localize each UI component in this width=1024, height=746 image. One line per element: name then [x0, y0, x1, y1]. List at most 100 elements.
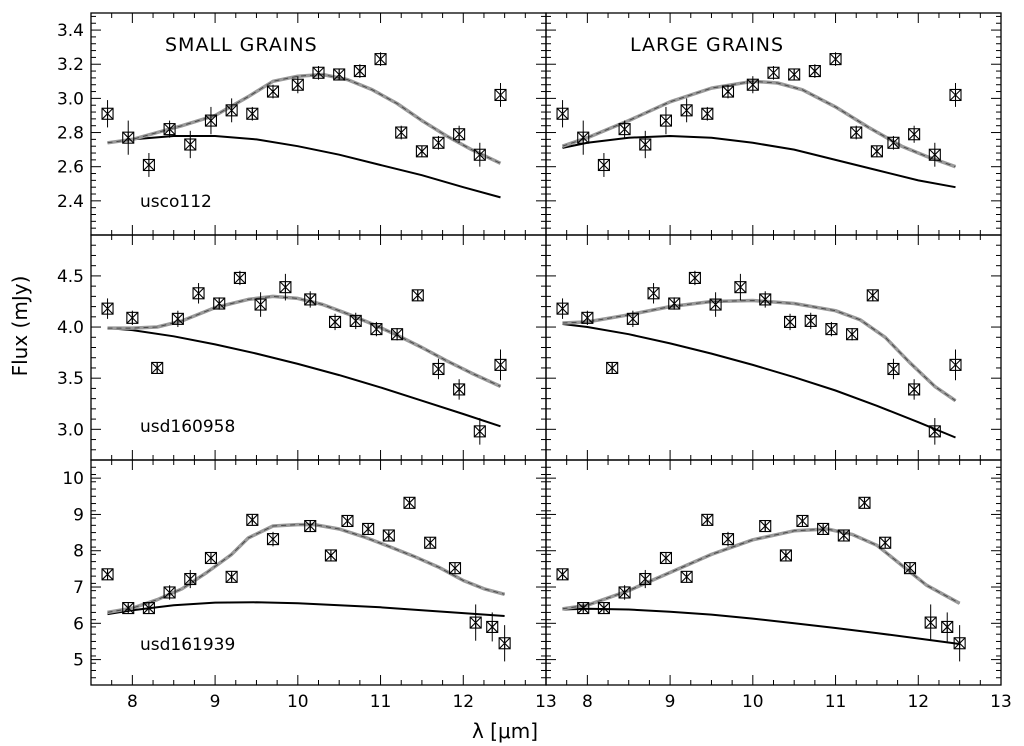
data-point — [101, 298, 114, 319]
data-point — [254, 292, 267, 317]
data-point — [928, 142, 941, 167]
data-point — [333, 68, 346, 81]
data-point — [171, 310, 184, 328]
data-point — [908, 125, 921, 143]
data-point — [349, 312, 362, 330]
data-point — [163, 585, 176, 600]
data-point — [659, 106, 673, 135]
data-point — [473, 142, 486, 167]
data-point — [577, 120, 590, 155]
y-tick-label: 2.8 — [57, 124, 84, 144]
data-point — [411, 289, 424, 302]
data-point — [680, 98, 693, 123]
data-point — [142, 153, 155, 177]
model-line-dashed — [562, 80, 956, 168]
y-tick-label: 2.4 — [57, 192, 84, 212]
data-point — [858, 496, 871, 509]
model-line-dashed — [107, 295, 501, 387]
data-point — [626, 310, 639, 328]
data-point — [850, 125, 863, 140]
data-point — [597, 602, 610, 615]
data-point — [304, 291, 317, 308]
model-line — [107, 294, 502, 388]
data-point — [928, 418, 941, 445]
data-point — [783, 313, 797, 331]
data-point — [759, 291, 772, 308]
y-tick-label: 2.6 — [57, 158, 84, 178]
data-point — [734, 273, 747, 301]
data-point — [370, 321, 383, 337]
data-point — [701, 513, 714, 526]
data-point — [151, 361, 164, 375]
data-point — [163, 120, 176, 138]
panel-title: LARGE GRAINS — [630, 34, 784, 56]
y-tick-label: 4.5 — [57, 267, 84, 287]
panel-2: LARGE GRAINS — [545, 12, 1002, 236]
data-point — [759, 519, 772, 533]
data-point — [341, 514, 354, 528]
data-point — [577, 602, 590, 615]
model-line — [562, 527, 961, 611]
data-point — [432, 358, 445, 380]
panel-title: SMALL GRAINS — [165, 34, 318, 56]
data-point — [680, 570, 693, 583]
continuum-line — [562, 607, 960, 645]
data-point — [424, 536, 437, 549]
data-point — [291, 76, 304, 94]
data-point — [903, 562, 917, 575]
x-tick-label: 10 — [742, 692, 764, 712]
data-point — [312, 65, 325, 80]
data-point — [618, 585, 631, 600]
data-point — [808, 64, 821, 78]
continuum-line — [562, 323, 956, 439]
data-point — [328, 313, 342, 331]
data-point — [448, 562, 462, 575]
panel-1: 2.4 2.6 2.8 3.0 3.2 3.4 SMALL GRAINS usco112 — [57, 12, 547, 236]
data-point — [101, 100, 114, 128]
object-label: usco112 — [140, 192, 212, 212]
x-tick-label: 12 — [452, 692, 474, 712]
data-point — [391, 328, 404, 341]
panel-4 — [545, 234, 1002, 461]
data-point — [246, 513, 259, 526]
x-tick-label: 9 — [210, 692, 221, 712]
x-axis-title: λ [μm] — [472, 719, 538, 743]
data-point — [688, 270, 701, 286]
data-point — [949, 349, 962, 381]
data-point — [924, 604, 937, 641]
data-point — [126, 310, 139, 325]
data-point — [639, 130, 652, 159]
x-tick-label: 10 — [287, 692, 309, 712]
data-point — [415, 145, 428, 158]
x-tick-label: 8 — [582, 692, 593, 712]
data-point — [829, 52, 842, 66]
data-point — [432, 135, 445, 150]
data-point — [606, 361, 619, 375]
model-line-dashed — [107, 73, 501, 164]
continuum-line — [107, 135, 501, 199]
data-point — [709, 292, 722, 317]
model-line — [562, 298, 957, 403]
y-tick-label: 3.0 — [57, 89, 84, 109]
data-point — [279, 273, 292, 301]
data-point — [213, 297, 226, 310]
y-axis-title: Flux (mJy) — [8, 276, 32, 377]
data-point — [721, 531, 735, 547]
panel-3: 3.0 3.5 4.0 4.5 usd160958 — [57, 234, 547, 461]
panel-6: 8 9 10 11 12 13 — [545, 459, 1012, 712]
data-point — [184, 130, 197, 159]
y-tick-label: 7 — [73, 578, 84, 598]
data-point — [469, 604, 482, 641]
data-point — [382, 529, 395, 542]
y-tick-label: 5 — [73, 651, 84, 671]
data-point — [788, 68, 801, 81]
data-point — [233, 270, 246, 286]
data-point — [101, 568, 114, 581]
data-point — [837, 529, 850, 542]
data-point — [225, 570, 238, 583]
x-tick-label: 13 — [535, 692, 557, 712]
data-point — [324, 549, 337, 562]
data-point — [701, 106, 714, 121]
data-point — [721, 84, 735, 99]
